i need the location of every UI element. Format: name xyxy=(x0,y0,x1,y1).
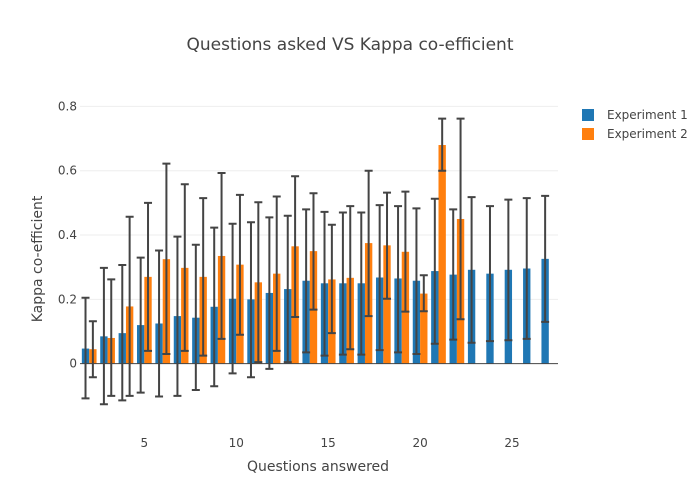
error-bar xyxy=(173,235,182,397)
error-bar xyxy=(364,169,373,318)
error-bar xyxy=(107,278,116,397)
y-tick-label: 0.4 xyxy=(58,228,77,242)
bar-2 xyxy=(383,245,391,364)
error-bar xyxy=(144,201,153,352)
error-bar xyxy=(522,197,531,340)
legend-swatch[interactable] xyxy=(582,128,594,140)
bars-layer xyxy=(81,145,549,364)
error-bars-layer xyxy=(81,117,550,406)
error-bar xyxy=(438,117,447,172)
error-bar xyxy=(191,243,200,392)
error-bar xyxy=(81,296,90,400)
error-bar xyxy=(136,256,145,394)
error-bar xyxy=(456,117,465,321)
error-bar xyxy=(485,205,494,343)
error-bar xyxy=(430,197,439,345)
error-bar xyxy=(302,208,311,354)
error-bar xyxy=(504,198,513,342)
x-axis-title: Questions answered xyxy=(247,459,389,475)
error-bar xyxy=(338,211,347,356)
error-bar xyxy=(199,197,208,357)
y-axis-title: Kappa co-efficient xyxy=(30,195,46,322)
error-bar xyxy=(272,195,281,352)
tick-labels-layer: 0 0.2 0.4 0.6 0.8 5 10 15 20 25 xyxy=(58,99,520,450)
error-bar xyxy=(99,266,108,406)
error-bar xyxy=(246,221,255,379)
error-bar xyxy=(357,211,366,356)
error-bar xyxy=(375,204,384,352)
error-bar xyxy=(401,190,410,313)
x-tick-label: 15 xyxy=(321,436,336,450)
error-bar xyxy=(467,196,476,344)
error-bar xyxy=(320,210,329,357)
y-tick-label: 0.2 xyxy=(58,292,77,306)
error-bar xyxy=(210,226,219,388)
error-bar xyxy=(180,183,189,352)
error-bar xyxy=(88,320,97,379)
error-bar xyxy=(228,222,237,375)
error-bar xyxy=(217,171,226,340)
grid-layer xyxy=(80,105,558,300)
legend-swatch[interactable] xyxy=(582,109,594,121)
bar-2 xyxy=(420,293,428,364)
y-tick-label: 0.8 xyxy=(58,99,77,113)
x-tick-label: 5 xyxy=(141,436,149,450)
legend-label[interactable]: Experiment 1 xyxy=(607,108,688,122)
bar-2 xyxy=(438,145,446,364)
error-bar xyxy=(309,192,318,311)
chart-title: Questions asked VS Kappa co-efficient xyxy=(186,35,513,55)
error-bar xyxy=(541,194,550,323)
error-bar xyxy=(419,274,428,313)
y-tick-label: 0 xyxy=(69,357,77,371)
error-bar xyxy=(449,208,458,341)
x-tick-label: 10 xyxy=(229,436,244,450)
error-bar xyxy=(118,263,127,402)
y-tick-label: 0.6 xyxy=(58,164,77,178)
error-bar xyxy=(235,193,244,336)
error-bar xyxy=(155,249,164,398)
error-bar xyxy=(383,191,392,300)
error-bar xyxy=(162,162,171,356)
error-bar xyxy=(125,215,134,397)
error-bar xyxy=(254,201,263,364)
error-bar xyxy=(394,205,403,354)
legend: Experiment 1 Experiment 2 xyxy=(582,108,688,141)
error-bar xyxy=(291,175,300,319)
x-tick-label: 20 xyxy=(412,436,427,450)
legend-label[interactable]: Experiment 2 xyxy=(607,127,688,141)
error-bar xyxy=(346,205,355,351)
error-bar xyxy=(265,216,274,370)
error-bar xyxy=(283,214,292,364)
x-tick-label: 25 xyxy=(504,436,519,450)
error-bar xyxy=(327,223,336,335)
error-bar xyxy=(412,207,421,356)
